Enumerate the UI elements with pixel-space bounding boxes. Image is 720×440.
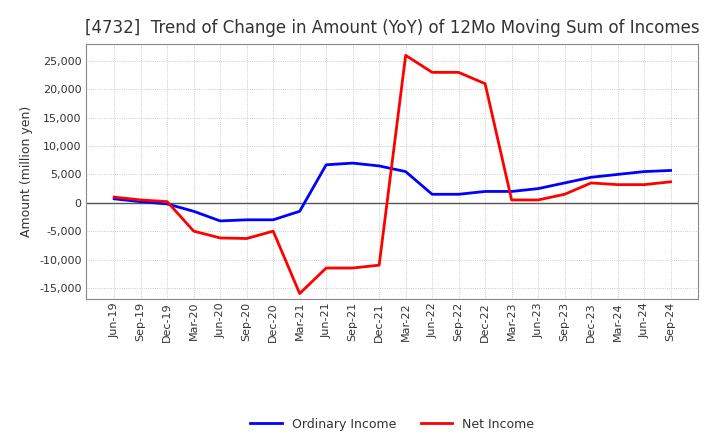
Legend: Ordinary Income, Net Income: Ordinary Income, Net Income [246, 413, 539, 436]
Ordinary Income [508, 189, 516, 194]
Ordinary Income [666, 168, 675, 173]
Net Income [243, 236, 251, 241]
Net Income [375, 263, 384, 268]
Net Income [587, 180, 595, 186]
Net Income [269, 228, 277, 234]
Ordinary Income [375, 163, 384, 169]
Ordinary Income [613, 172, 622, 177]
Line: Net Income: Net Income [114, 55, 670, 293]
Net Income [110, 194, 119, 200]
Ordinary Income [534, 186, 542, 191]
Ordinary Income [454, 192, 463, 197]
Net Income [640, 182, 649, 187]
Ordinary Income [295, 209, 304, 214]
Net Income [534, 197, 542, 202]
Net Income [560, 192, 569, 197]
Ordinary Income [640, 169, 649, 174]
Ordinary Income [269, 217, 277, 223]
Net Income [322, 265, 330, 271]
Net Income [163, 199, 171, 204]
Ordinary Income [322, 162, 330, 168]
Ordinary Income [163, 201, 171, 206]
Net Income [216, 235, 225, 241]
Net Income [481, 81, 490, 86]
Net Income [508, 197, 516, 202]
Net Income [295, 291, 304, 296]
Net Income [666, 179, 675, 184]
Net Income [189, 228, 198, 234]
Net Income [348, 265, 357, 271]
Line: Ordinary Income: Ordinary Income [114, 163, 670, 221]
Ordinary Income [587, 175, 595, 180]
Ordinary Income [110, 196, 119, 202]
Net Income [454, 70, 463, 75]
Net Income [613, 182, 622, 187]
Net Income [401, 53, 410, 58]
Ordinary Income [348, 161, 357, 166]
Ordinary Income [428, 192, 436, 197]
Net Income [136, 197, 145, 202]
Ordinary Income [481, 189, 490, 194]
Ordinary Income [136, 199, 145, 204]
Net Income [428, 70, 436, 75]
Ordinary Income [216, 218, 225, 224]
Title: [4732]  Trend of Change in Amount (YoY) of 12Mo Moving Sum of Incomes: [4732] Trend of Change in Amount (YoY) o… [85, 19, 700, 37]
Ordinary Income [189, 209, 198, 214]
Ordinary Income [560, 180, 569, 186]
Ordinary Income [243, 217, 251, 223]
Ordinary Income [401, 169, 410, 174]
Y-axis label: Amount (million yen): Amount (million yen) [20, 106, 34, 237]
